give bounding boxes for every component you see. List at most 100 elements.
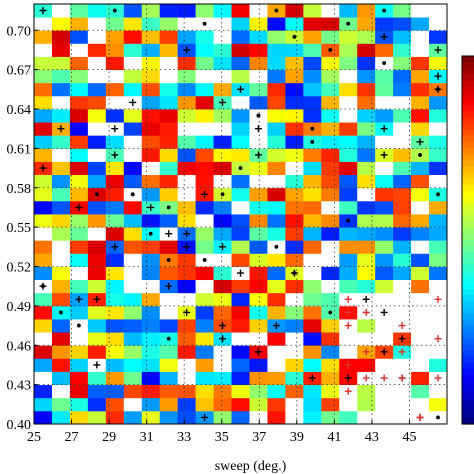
heatmap-cell [375,319,394,333]
heatmap-cell [87,17,107,31]
dot-marker [59,310,63,315]
heatmap-cell [213,43,232,57]
heatmap-cell [267,148,286,162]
heatmap-cell [357,384,376,399]
heatmap-cell [87,397,107,412]
heatmap-cell [285,371,304,386]
heatmap-cell [267,43,286,57]
heatmap-cell [177,214,197,228]
heatmap-cell [321,148,340,162]
heatmap-cell [105,135,125,149]
heatmap-cell [123,253,143,267]
colorbar-segment [462,92,474,100]
heatmap-cell [159,240,179,254]
heatmap-cell [321,200,340,215]
heatmap-cell [87,332,107,346]
heatmap-cell [195,371,214,386]
heatmap-cell [159,161,179,176]
heatmap-cell [321,292,340,307]
dot-marker [256,113,261,118]
heatmap-cell [321,69,340,84]
heatmap-cell [429,358,448,372]
heatmap-cell [285,253,304,267]
dot-marker [202,258,207,262]
heatmap-cell [267,253,286,267]
heatmap-cell [34,240,53,254]
heatmap-cell [195,30,214,44]
heatmap-cell [267,122,286,136]
heatmap-cell [303,253,322,267]
heatmap-cell [303,397,322,412]
heatmap-cell [285,319,304,333]
plus-marker [111,243,119,251]
colorbar-segment [462,393,474,401]
heatmap-cell [213,345,232,359]
heatmap-cell [69,187,89,202]
heatmap-cell [249,214,268,228]
heatmap-cell [141,43,161,57]
heatmap-cell [177,397,197,412]
heatmap-cell [195,358,214,372]
heatmap-cell [69,253,89,267]
heatmap-cell [87,279,107,294]
heatmap-cell [375,95,394,110]
colorbar-segment [462,86,474,94]
heatmap-cell [393,30,412,44]
heatmap-cell [411,30,430,44]
heatmap-cell [87,214,107,228]
heatmap-cell [321,332,340,346]
heatmap-cell [177,95,197,110]
heatmap-cell [393,17,412,31]
heatmap-cell [69,227,89,241]
x-tick-label: 37 [252,430,266,445]
plus-marker [111,151,119,159]
heatmap-cell [123,332,143,346]
heatmap-cell [123,240,143,254]
dot-marker [292,34,297,39]
heatmap-cell [195,305,214,320]
heatmap-cell [123,227,143,241]
heatmap-cell [231,69,250,84]
heatmap-cell [249,187,268,202]
dot-marker [166,205,171,210]
heatmap-cell [177,109,197,123]
heatmap-cell [105,82,125,97]
heatmap-cell [411,122,430,136]
heatmap-cell [213,4,232,18]
colorbar-segment [462,80,474,88]
plus-marker [219,322,227,330]
plus-marker [201,190,209,198]
heatmap-cell [69,371,89,386]
heatmap-cell [87,135,107,149]
plus-marker [308,374,316,382]
colorbar-segment [462,417,474,425]
heatmap-cell [249,69,268,84]
heatmap-cell [177,253,197,267]
heatmap-cell [285,358,304,372]
heatmap-cell [123,384,143,399]
heatmap-cell [51,319,71,333]
x-tick-label: 43 [365,430,379,445]
y-tick-label: 0.58 [7,182,32,197]
heatmap-cell [105,266,125,281]
plus-marker [111,125,119,133]
plus-marker [344,374,352,382]
dot-marker [148,231,153,236]
colorbar-segment [462,325,474,333]
heatmap-cell [303,4,322,18]
heatmap-cell [339,69,358,84]
plus-marker [183,243,191,251]
heatmap-cell [123,319,143,333]
heatmap-cell [141,319,161,333]
heatmap-cell [231,397,250,412]
heatmap-cell [159,292,179,307]
heatmap-cell [249,240,268,254]
heatmap-cell [393,109,412,123]
heatmap-cell [321,122,340,136]
heatmap-cell [231,4,250,18]
heatmap-cell [141,69,161,84]
heatmap-cell [105,253,125,267]
heatmap-cell [123,305,143,320]
colorbar-segment [462,141,474,149]
plus-marker [434,335,442,343]
